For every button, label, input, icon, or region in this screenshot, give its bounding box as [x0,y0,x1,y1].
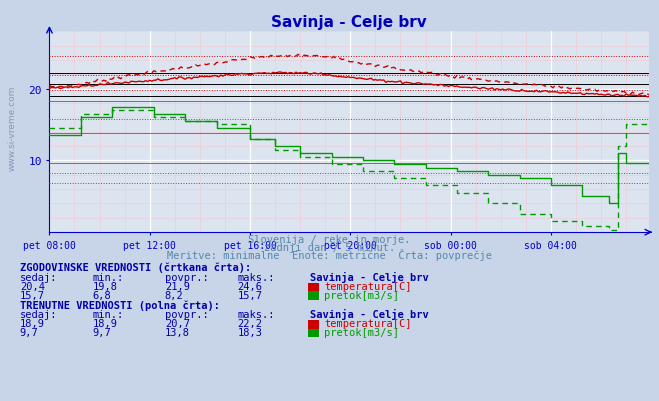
Text: Savinja - Celje brv: Savinja - Celje brv [310,272,428,283]
Text: Savinja - Celje brv: Savinja - Celje brv [310,309,428,320]
Text: pretok[m3/s]: pretok[m3/s] [324,327,399,337]
Text: 21,9: 21,9 [165,282,190,292]
Text: min.:: min.: [92,273,123,283]
Text: 22,2: 22,2 [237,318,262,328]
Text: ZGODOVINSKE VREDNOSTI (črtkana črta):: ZGODOVINSKE VREDNOSTI (črtkana črta): [20,262,251,273]
Text: Slovenija / reke in morje.: Slovenija / reke in morje. [248,235,411,245]
Text: Meritve: minimalne  Enote: metrične  Črta: povprečje: Meritve: minimalne Enote: metrične Črta:… [167,249,492,261]
Text: povpr.:: povpr.: [165,273,208,283]
Text: 20,7: 20,7 [165,318,190,328]
Text: maks.:: maks.: [237,310,275,320]
Text: min.:: min.: [92,310,123,320]
Text: 9,7: 9,7 [92,327,111,337]
Text: zadnji dan / 5 minut.: zadnji dan / 5 minut. [264,243,395,253]
Title: Savinja - Celje brv: Savinja - Celje brv [272,14,427,30]
Text: sedaj:: sedaj: [20,310,57,320]
Text: maks.:: maks.: [237,273,275,283]
Text: 18,9: 18,9 [20,318,45,328]
Text: TRENUTNE VREDNOSTI (polna črta):: TRENUTNE VREDNOSTI (polna črta): [20,300,219,310]
Text: 8,2: 8,2 [165,290,183,300]
Text: pretok[m3/s]: pretok[m3/s] [324,290,399,300]
Text: temperatura[C]: temperatura[C] [324,282,412,292]
Text: povpr.:: povpr.: [165,310,208,320]
Text: www.si-vreme.com: www.si-vreme.com [8,86,17,171]
Text: 24,6: 24,6 [237,282,262,292]
Text: 6,8: 6,8 [92,290,111,300]
Text: 9,7: 9,7 [20,327,38,337]
Text: sedaj:: sedaj: [20,273,57,283]
Text: 18,3: 18,3 [237,327,262,337]
Text: 15,7: 15,7 [237,290,262,300]
Text: 19,8: 19,8 [92,282,117,292]
Text: 13,8: 13,8 [165,327,190,337]
Text: 20,4: 20,4 [20,282,45,292]
Text: temperatura[C]: temperatura[C] [324,318,412,328]
Text: 18,9: 18,9 [92,318,117,328]
Text: 15,7: 15,7 [20,290,45,300]
